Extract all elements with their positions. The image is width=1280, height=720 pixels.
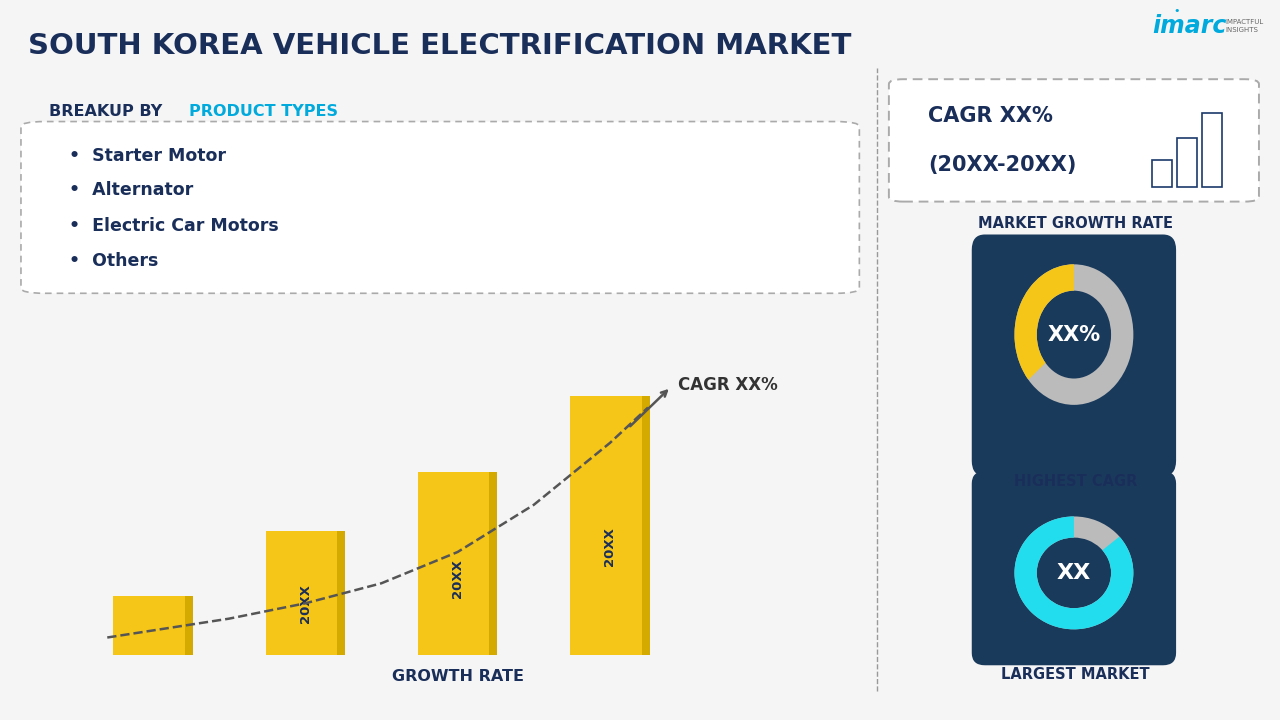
Bar	[266, 531, 344, 655]
Text: HIGHEST CAGR: HIGHEST CAGR	[1014, 474, 1137, 489]
Bar	[641, 396, 649, 655]
Text: 20XX: 20XX	[298, 584, 312, 623]
Text: imarc: imarc	[1152, 14, 1226, 38]
Bar	[337, 531, 344, 655]
Bar	[489, 472, 497, 655]
Text: •  Alternator: • Alternator	[69, 181, 193, 199]
Bar	[571, 396, 649, 655]
Text: •  Electric Car Motors: • Electric Car Motors	[69, 217, 279, 235]
Text: •: •	[1172, 6, 1180, 16]
Text: LARGEST MARKET: LARGEST MARKET	[1001, 667, 1149, 682]
Text: XX%: XX%	[1047, 325, 1101, 345]
Wedge shape	[1015, 516, 1133, 629]
Bar	[184, 596, 192, 655]
FancyBboxPatch shape	[20, 122, 859, 293]
Text: MARKET GROWTH RATE: MARKET GROWTH RATE	[978, 216, 1172, 231]
Text: BREAKUP BY: BREAKUP BY	[49, 104, 168, 120]
Text: IMPACTFUL
INSIGHTS: IMPACTFUL INSIGHTS	[1225, 19, 1263, 33]
Wedge shape	[1015, 264, 1133, 405]
FancyBboxPatch shape	[888, 79, 1260, 202]
Text: 20XX: 20XX	[603, 527, 617, 566]
Text: CAGR XX%: CAGR XX%	[928, 106, 1053, 126]
Text: (20XX-20XX): (20XX-20XX)	[928, 155, 1076, 175]
X-axis label: GROWTH RATE: GROWTH RATE	[392, 669, 524, 684]
Text: 20XX: 20XX	[451, 559, 465, 598]
Bar	[114, 596, 192, 655]
FancyBboxPatch shape	[972, 235, 1176, 476]
Wedge shape	[1015, 516, 1133, 629]
Text: •  Starter Motor: • Starter Motor	[69, 148, 227, 166]
Text: XX: XX	[1057, 563, 1091, 583]
FancyBboxPatch shape	[972, 471, 1176, 665]
Wedge shape	[1015, 264, 1074, 379]
Text: SOUTH KOREA VEHICLE ELECTRIFICATION MARKET: SOUTH KOREA VEHICLE ELECTRIFICATION MARK…	[28, 32, 851, 60]
Bar	[419, 472, 497, 655]
Text: •  Others: • Others	[69, 252, 159, 270]
Text: CAGR XX%: CAGR XX%	[678, 376, 778, 394]
Text: PRODUCT TYPES: PRODUCT TYPES	[189, 104, 338, 120]
